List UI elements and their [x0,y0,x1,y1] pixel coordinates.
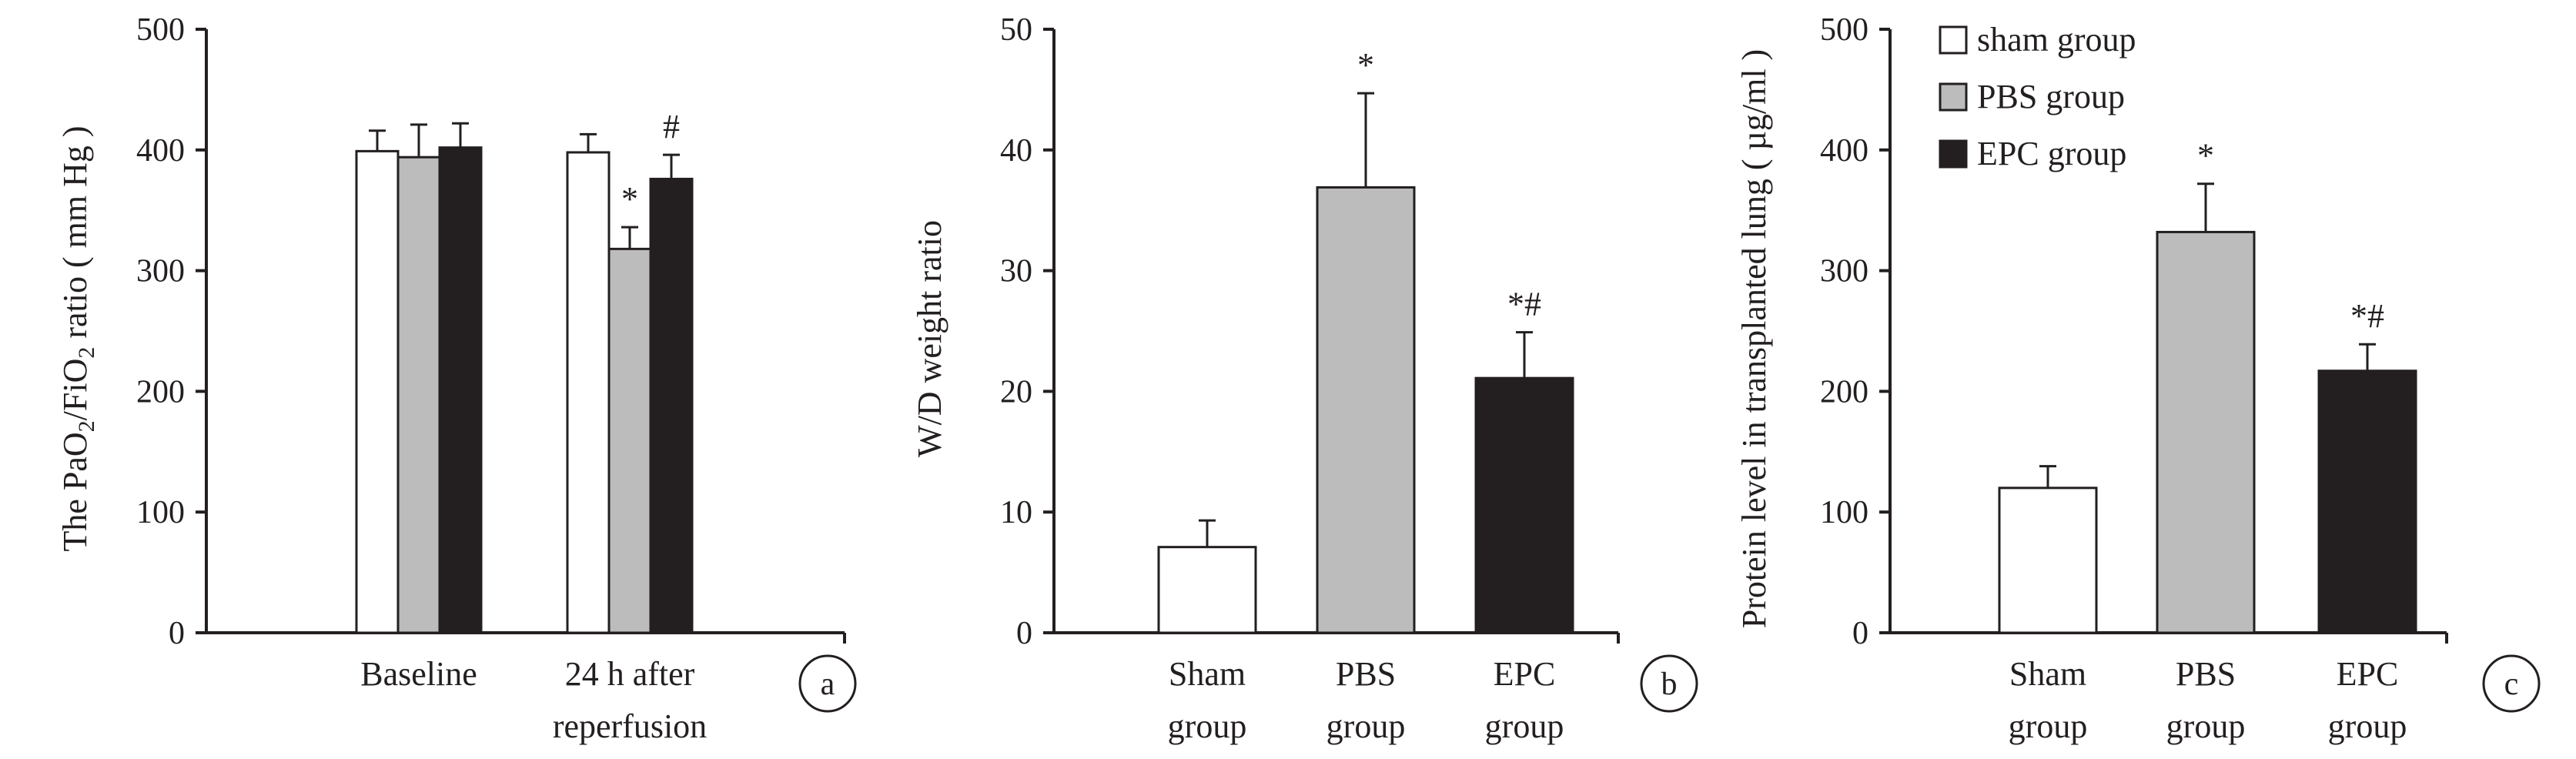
bar [1157,546,1257,634]
significance-marker: # [663,108,680,145]
x-tick-label: group [1485,707,1564,745]
bar [607,247,652,634]
panel-a-bars: Baseline * #24 h after reperfusion [355,108,707,745]
panel-label-circle [798,654,857,713]
x-tick-label: group [1326,707,1406,745]
y-tick-label: 50 [1000,12,1032,48]
y-tick-label: 30 [1000,254,1032,289]
bar [566,151,611,634]
y-axis-label: The PaO2/FiO2 ratio ( mm Hg ) [56,125,99,551]
y-tick-label: 10 [1000,495,1032,530]
y-axis-label: Protein level in transplanted lung ( µg/… [1735,49,1773,628]
panel-a-axes: 0 100 200 300 400 500 a [136,12,857,713]
bar [438,146,483,634]
panel-label-circle [1640,654,1698,713]
legend-label: PBS group [1977,78,2125,115]
bar [649,177,694,634]
legend-label: sham group [1977,21,2136,59]
legend-swatch [1939,82,1968,112]
significance-marker: *# [2350,297,2384,335]
y-axis-label: W/D weight ratio [911,220,948,457]
legend-swatch [1939,139,1968,169]
x-tick-label: PBS [2176,655,2236,693]
panel-b-bars: Sham group * PBS group *# EPC group [1157,46,1574,745]
x-tick-label: Sham [1169,655,1246,693]
significance-marker: * [1357,46,1374,84]
significance-marker: *# [1507,286,1541,323]
y-tick-label: 200 [1820,374,1868,410]
x-tick-label: reperfusion [553,707,707,745]
bar [1316,186,1416,634]
x-tick-label: EPC [1494,655,1556,693]
significance-marker: * [2197,137,2214,175]
panel-label: b [1661,667,1678,702]
x-tick-label: group [2328,707,2407,745]
x-tick-label: 24 h after [565,655,695,693]
x-tick-label: group [2009,707,2088,745]
bar [2317,369,2417,634]
y-tick-label: 500 [136,12,185,48]
x-tick-label: Sham [2009,655,2086,693]
legend-label: EPC group [1977,135,2126,172]
y-tick-label: 0 [1016,616,1032,651]
legend: sham group PBS group EPC group [1939,21,2136,172]
x-tick-label: group [1168,707,1247,745]
bar [1998,486,2098,634]
x-tick-label: PBS [1336,655,1396,693]
bar [396,155,441,634]
y-tick-label: 400 [136,133,185,169]
x-tick-label: EPC [2337,655,2399,693]
y-tick-label: 100 [136,495,185,530]
bar [2156,230,2256,634]
y-tick-label: 40 [1000,133,1032,169]
y-tick-label: 300 [1820,254,1868,289]
panel-c-bars: Sham group * PBS group *# EPC group [1998,137,2417,745]
y-tick-label: 500 [1820,12,1868,48]
y-tick-label: 0 [169,616,185,651]
y-tick-label: 0 [1852,616,1868,651]
panel-c-axes: 0 100 200 300 400 500 c [1820,12,2541,713]
y-tick-label: 300 [136,254,185,289]
legend-swatch [1939,25,1968,55]
panel-label: a [821,667,835,702]
y-tick-label: 100 [1820,495,1868,530]
panel-label: c [2504,667,2519,702]
panel-label-circle [2482,654,2541,713]
x-tick-label: group [2166,707,2246,745]
x-tick-label: Baseline [360,655,477,693]
bar [355,149,400,634]
y-tick-label: 400 [1820,133,1868,169]
significance-marker: * [621,180,638,218]
y-tick-label: 20 [1000,374,1032,410]
bar [1474,376,1574,634]
y-tick-label: 200 [136,374,185,410]
